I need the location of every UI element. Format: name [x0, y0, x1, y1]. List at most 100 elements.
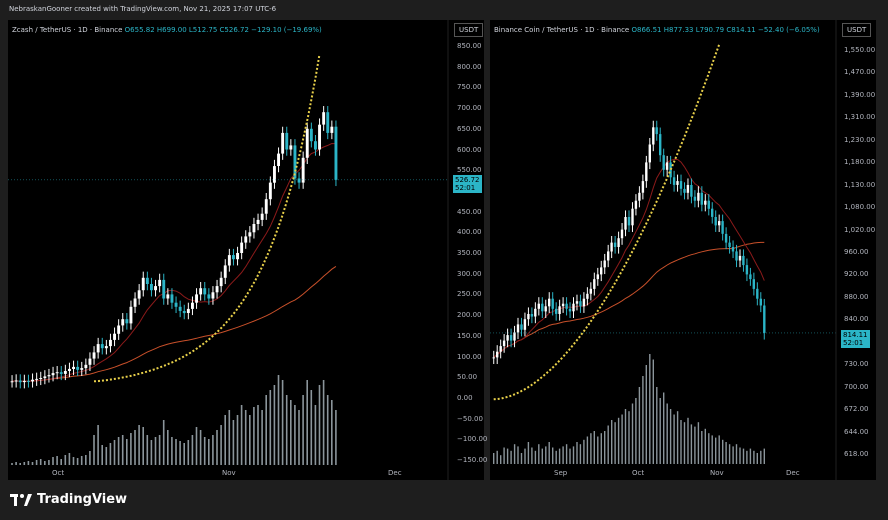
up-candle: [289, 145, 293, 150]
down-candle: [551, 298, 554, 309]
zcash-unit-button[interactable]: USDT: [454, 23, 484, 37]
up-candle: [516, 324, 520, 333]
volume-bar: [645, 365, 647, 464]
volume-bar: [72, 457, 75, 465]
down-candle: [724, 233, 728, 243]
up-candle: [638, 192, 641, 201]
up-candle: [620, 229, 624, 239]
bnb-unit-button[interactable]: USDT: [842, 23, 872, 37]
zcash-timer-value: 52:01: [455, 184, 476, 192]
volume-bar: [513, 444, 516, 464]
volume-bar: [663, 392, 665, 464]
y-tick-label: 1,230.00: [844, 135, 876, 144]
up-candle: [72, 366, 75, 369]
down-candle: [756, 288, 759, 299]
down-candle: [714, 217, 717, 226]
up-candle: [631, 208, 634, 226]
y-tick-label: 1,310.00: [844, 113, 876, 122]
volume-bar: [249, 415, 251, 465]
zcash-chart-panel[interactable]: Zcash / TetherUS · 1D · Binance O655.82 …: [8, 20, 487, 480]
down-candle: [27, 380, 30, 382]
up-candle: [211, 292, 215, 299]
y-tick-label: 618.00: [844, 450, 869, 458]
up-candle: [244, 236, 248, 243]
y-tick-label: 920.00: [844, 270, 869, 279]
volume-bar: [538, 444, 540, 464]
credit-text: NebraskanGooner created with TradingView…: [9, 5, 277, 13]
down-candle: [759, 298, 762, 306]
x-tick-label: Oct: [52, 469, 65, 477]
up-candle: [534, 308, 537, 317]
volume-bar: [240, 405, 243, 465]
volume-bar: [19, 463, 21, 465]
zcash-chart-canvas[interactable]: [8, 20, 484, 480]
volume-bar: [503, 447, 505, 464]
up-candle: [117, 325, 121, 334]
up-candle: [301, 157, 305, 183]
volume-bar: [524, 448, 526, 464]
volume-bar: [680, 420, 682, 464]
up-candle: [704, 200, 707, 205]
up-candle: [51, 373, 55, 376]
x-tick-label: Oct: [632, 469, 645, 477]
volume-bar: [134, 430, 136, 465]
up-candle: [676, 181, 679, 185]
volume-bar: [496, 450, 498, 464]
up-candle: [641, 181, 645, 193]
volume-bar: [187, 440, 190, 465]
up-candle: [572, 303, 575, 312]
volume-bar: [552, 447, 554, 464]
volume-bar: [617, 417, 620, 464]
up-candle: [88, 358, 92, 365]
up-candle: [35, 378, 39, 380]
volume-bar: [27, 461, 30, 465]
y-tick-label: 550.00: [457, 166, 482, 175]
tradingview-brand[interactable]: TradingView: [10, 492, 127, 507]
volume-bar: [138, 425, 140, 465]
volume-bar: [179, 441, 181, 465]
up-candle: [129, 306, 133, 324]
bnb-chart-canvas[interactable]: [490, 20, 876, 480]
volume-bar: [80, 456, 83, 465]
zcash-low: L512.75: [188, 26, 218, 34]
up-candle: [596, 274, 599, 280]
up-candle: [158, 279, 162, 287]
down-candle: [162, 279, 166, 299]
up-candle: [199, 288, 203, 295]
volume-bar: [593, 431, 595, 464]
volume-bar: [220, 425, 222, 465]
volume-bar: [728, 444, 731, 464]
zcash-open: O655.82: [124, 26, 155, 34]
bnb-price-value: 814.11: [843, 331, 868, 339]
down-candle: [100, 344, 104, 349]
up-candle: [219, 277, 223, 287]
volume-bar: [171, 437, 173, 465]
up-candle: [191, 302, 194, 309]
volume-bar: [310, 390, 313, 465]
bnb-low: L790.79: [695, 26, 725, 34]
volume-bar: [52, 457, 54, 465]
volume-bar: [244, 410, 247, 465]
volume-bar: [531, 447, 533, 464]
down-candle: [745, 265, 749, 275]
volume-bar: [753, 450, 755, 464]
up-candle: [39, 378, 43, 379]
up-candle: [166, 294, 170, 299]
down-candle: [565, 303, 568, 309]
volume-bar: [199, 430, 202, 465]
y-tick-label: 750.00: [457, 83, 482, 92]
volume-bar: [68, 453, 71, 465]
bnb-close: C814.11: [726, 26, 756, 34]
bnb-chart-panel[interactable]: Binance Coin / TetherUS · 1D · Binance O…: [490, 20, 876, 480]
volume-bar: [493, 453, 495, 464]
volume-bar: [322, 380, 325, 465]
up-candle: [248, 232, 252, 237]
volume-bar: [130, 433, 132, 465]
header-bar: NebraskanGooner created with TradingView…: [0, 0, 888, 20]
y-tick-label: 700.00: [844, 382, 869, 391]
volume-bar: [208, 439, 210, 465]
up-candle: [22, 380, 26, 383]
volume-bar: [624, 409, 627, 464]
volume-bar: [586, 436, 589, 464]
volume-bar: [76, 458, 79, 465]
